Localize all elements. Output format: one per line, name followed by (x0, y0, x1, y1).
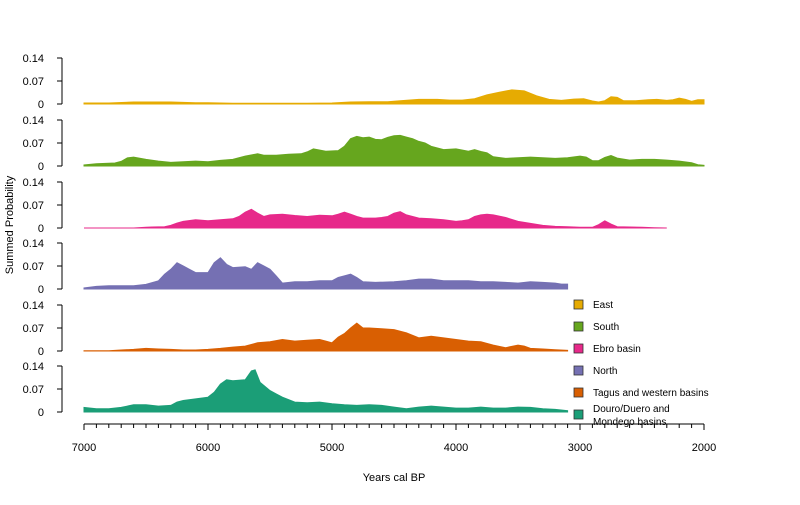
x-axis-title: Years cal BP (363, 472, 426, 484)
x-tick-label: 5000 (320, 442, 344, 454)
y-tick-label: 0.07 (23, 261, 44, 273)
y-tick-label: 0.14 (23, 115, 44, 127)
series-area (83, 369, 569, 413)
y-tick-label: 0.14 (23, 238, 44, 250)
y-tick-label: 0.14 (23, 300, 44, 312)
series-area (83, 257, 569, 290)
series-area (83, 322, 569, 352)
y-tick-label: 0.14 (23, 361, 44, 373)
y-tick-label: 0.07 (23, 200, 44, 212)
y-tick-label: 0 (38, 407, 44, 419)
legend-label-line1: Douro/Duero and (593, 404, 670, 415)
legend-swatch (573, 299, 584, 310)
series-area (84, 208, 667, 229)
x-tick-label: 7000 (72, 442, 96, 454)
y-tick-label: 0 (38, 284, 44, 296)
y-tick-label: 0 (38, 223, 44, 235)
legend-label: Tagus and western basins (593, 388, 709, 399)
legend-swatch (573, 387, 584, 398)
legend-label: South (593, 322, 619, 333)
y-tick-label: 0 (38, 346, 44, 358)
y-tick-label: 0.07 (23, 76, 44, 88)
legend-swatch (573, 343, 584, 354)
x-tick-label: 2000 (692, 442, 716, 454)
y-tick-label: 0.14 (23, 177, 44, 189)
y-axis-title: Summed Probability (4, 175, 16, 274)
series-area (83, 134, 705, 167)
y-tick-label: 0.07 (23, 138, 44, 150)
y-tick-label: 0.07 (23, 384, 44, 396)
legend-label-line2: Mondego basins (593, 417, 666, 428)
legend-label: East (593, 300, 613, 311)
legend-swatch (573, 409, 584, 420)
y-tick-label: 0.07 (23, 323, 44, 335)
y-tick-label: 0 (38, 161, 44, 173)
legend-label: North (593, 366, 617, 377)
x-tick-label: 3000 (568, 442, 592, 454)
legend-swatch (573, 365, 584, 376)
y-tick-label: 0 (38, 99, 44, 111)
x-tick-label: 4000 (444, 442, 468, 454)
x-tick-label: 6000 (196, 442, 220, 454)
y-tick-label: 0.14 (23, 53, 44, 65)
legend-label: Ebro basin (593, 344, 641, 355)
legend-swatch (573, 321, 584, 332)
series-area (83, 89, 705, 105)
